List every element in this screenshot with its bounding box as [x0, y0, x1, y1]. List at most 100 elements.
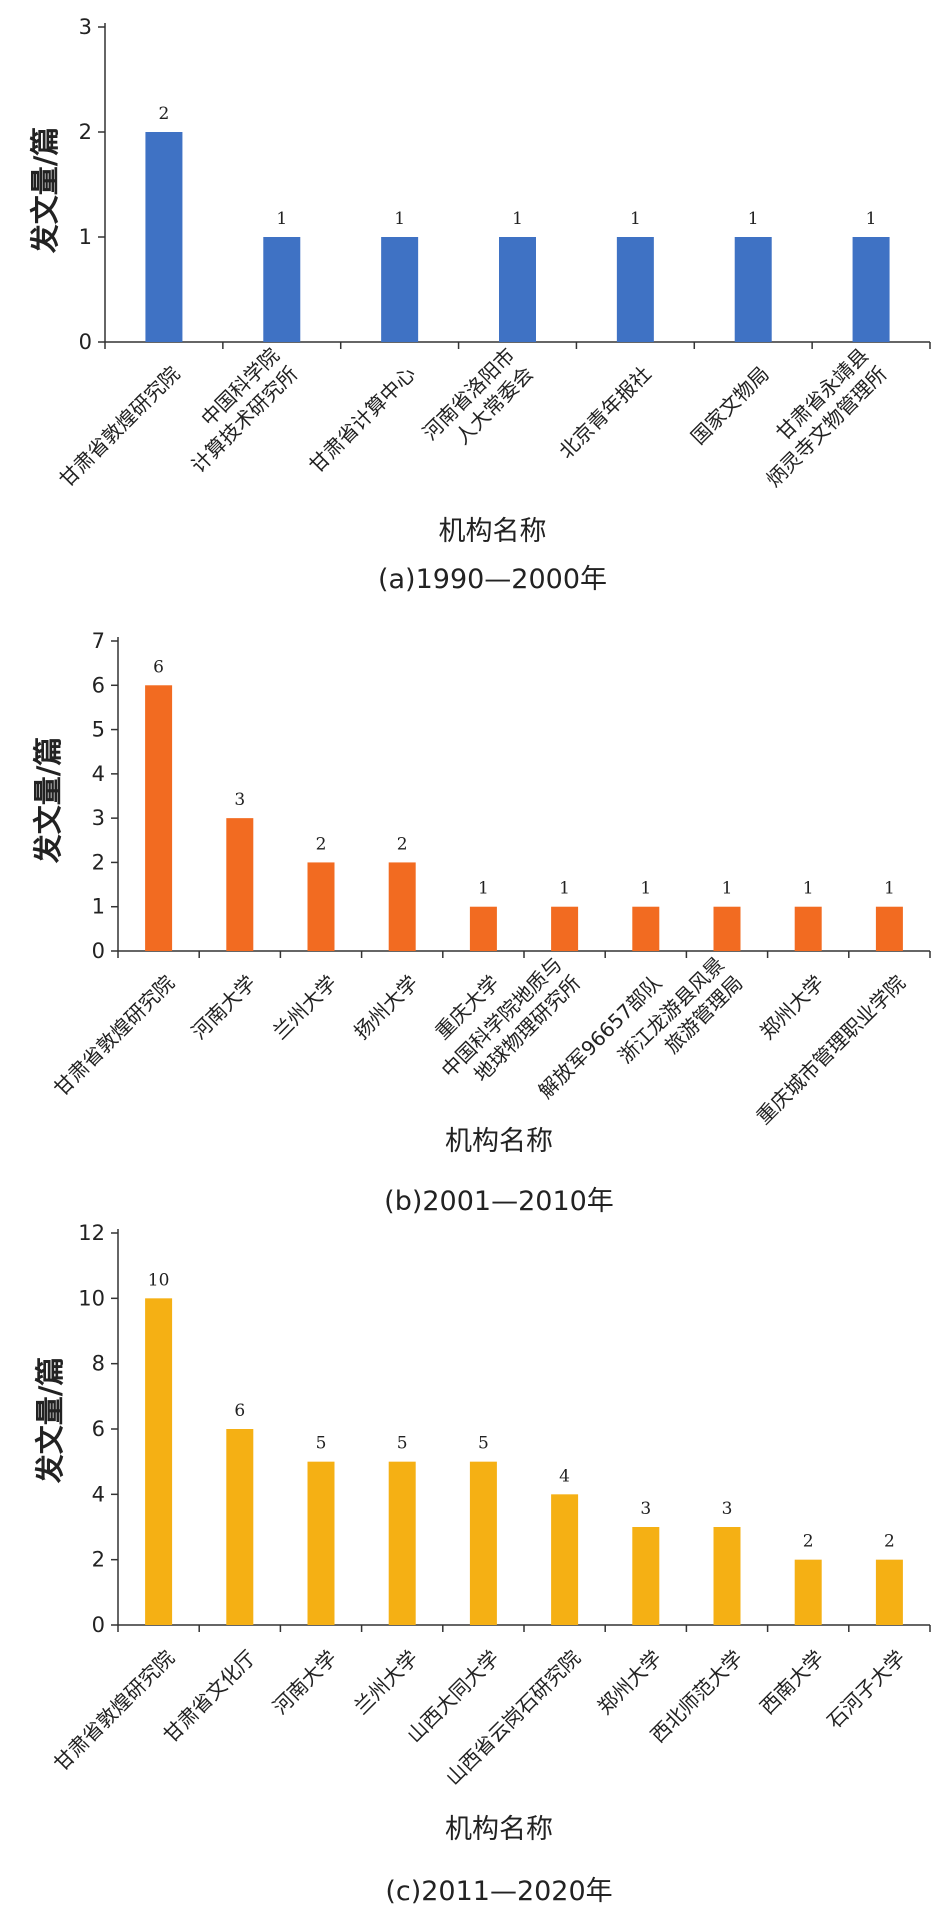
- chart2-data-label: 6: [234, 1401, 245, 1421]
- chart1-category-label: 甘肃省敦煌研究院: [49, 971, 179, 1101]
- chart2-data-label: 5: [397, 1434, 408, 1454]
- chart2-data-label: 5: [316, 1434, 327, 1454]
- chart2-y-tick-label: 10: [78, 1286, 105, 1310]
- chart2-bar: [469, 1461, 497, 1625]
- chart0-x-axis-title: 机构名称: [439, 516, 547, 547]
- chart2-caption: (c)2011—2020年: [385, 1876, 612, 1907]
- chart1-data-label: 1: [722, 879, 733, 899]
- chart0-bar: [616, 237, 654, 342]
- chart2-category-label: 兰州大学: [349, 1646, 423, 1720]
- chart2-bar: [794, 1559, 822, 1625]
- chart0-y-tick-label: 1: [79, 225, 92, 249]
- chart2-data-label: 2: [803, 1532, 814, 1552]
- chart1-caption: (b)2001—2010年: [384, 1186, 614, 1217]
- chart2-y-tick-label: 4: [92, 1482, 105, 1506]
- chart1-category-label: 河南大学: [187, 971, 261, 1045]
- chart2-category-label-line: 甘肃省敦煌研究院: [49, 1646, 179, 1776]
- chart0-bar: [381, 237, 419, 342]
- chart0-data-label: 1: [394, 209, 405, 229]
- chart0-data-label: 2: [159, 104, 170, 124]
- chart1-data-label: 1: [884, 879, 895, 899]
- chart1-y-tick-label: 5: [92, 718, 105, 742]
- chart1-category-label: 郑州大学: [755, 971, 829, 1045]
- chart0-bar: [852, 237, 890, 342]
- chart0-bar: [499, 237, 536, 342]
- chart2-x-axis-title: 机构名称: [445, 1814, 553, 1845]
- chart2-data-label: 5: [478, 1434, 489, 1454]
- chart0-category-label-line: 甘肃省计算中心: [304, 362, 420, 478]
- chart2-bar: [713, 1527, 741, 1625]
- chart2-category-label-line: 西南大学: [755, 1646, 829, 1720]
- chart2-bar: [226, 1429, 254, 1625]
- chart2-bar: [388, 1461, 416, 1625]
- chart1-category-label-line: 郑州大学: [755, 971, 829, 1045]
- chart2-category-label: 石河子大学: [822, 1646, 910, 1734]
- chart0-caption: (a)1990—2000年: [378, 564, 607, 595]
- chart0-category-label: 甘肃省敦煌研究院: [54, 362, 184, 492]
- chart1-data-label: 3: [234, 790, 245, 810]
- chart1-bar: [469, 906, 497, 951]
- chart2-category-label: 郑州大学: [593, 1646, 667, 1720]
- chart1-y-tick-label: 1: [92, 895, 105, 919]
- chart2-y-axis-title: 发文量/篇: [33, 1357, 67, 1485]
- chart1-category-label-line: 扬州大学: [349, 971, 423, 1045]
- chart0-category-label: 甘肃省计算中心: [304, 362, 420, 478]
- chart0-bar: [145, 132, 183, 342]
- chart1-y-tick-label: 4: [92, 762, 105, 786]
- chart1-category-label: 扬州大学: [349, 971, 423, 1045]
- chart0-y-tick-label: 2: [79, 120, 92, 144]
- chart2-data-label: 4: [559, 1466, 570, 1486]
- chart1-data-label: 1: [559, 879, 570, 899]
- chart1-bar: [388, 862, 416, 951]
- chart0-data-label: 1: [512, 209, 523, 229]
- chart1-y-tick-label: 0: [92, 939, 105, 963]
- chart0-category-label: 国家文物局: [686, 362, 774, 450]
- chart1-category-label-line: 甘肃省敦煌研究院: [49, 971, 179, 1101]
- chart2-category-label: 甘肃省敦煌研究院: [49, 1646, 179, 1776]
- chart2-category-label-line: 兰州大学: [349, 1646, 423, 1720]
- chart2-category-label: 山西省云岗石研究院: [441, 1646, 585, 1790]
- chart0-category-label-line: 甘肃省敦煌研究院: [54, 362, 184, 492]
- chart2-category-label: 河南大学: [268, 1646, 342, 1720]
- chart2-data-label: 2: [884, 1532, 895, 1552]
- chart2-y-tick-label: 2: [92, 1548, 105, 1572]
- chart0-bar: [263, 237, 301, 342]
- chart1-category-label: 重庆城市管理职业学院: [751, 971, 909, 1129]
- chart1-x-axis-title: 机构名称: [445, 1126, 553, 1157]
- chart2-y-tick-label: 0: [92, 1613, 105, 1637]
- chart1-category-label: 兰州大学: [268, 971, 342, 1045]
- chart1-y-tick-label: 7: [92, 629, 105, 653]
- chart1-bar: [145, 685, 173, 951]
- chart1-data-label: 1: [803, 879, 814, 899]
- chart0-category-label: 北京青年报社: [554, 362, 656, 464]
- chart2-category-label-line: 山西省云岗石研究院: [441, 1646, 585, 1790]
- chart0-category-label-line: 国家文物局: [686, 362, 774, 450]
- chart2-bar: [875, 1559, 903, 1625]
- chart2-bar: [551, 1494, 579, 1625]
- chart0-y-axis-title: 发文量/篇: [28, 127, 62, 255]
- chart1-category-label-line: 重庆城市管理职业学院: [751, 971, 909, 1129]
- chart2-y-tick-label: 6: [92, 1417, 105, 1441]
- chart1-data-label: 6: [153, 657, 164, 677]
- chart0-category-label-line: 北京青年报社: [554, 362, 656, 464]
- chart0-y-tick-label: 0: [79, 330, 92, 354]
- chart0-data-label: 1: [276, 209, 287, 229]
- chart2-bar: [307, 1461, 335, 1625]
- chart1-bar: [794, 906, 822, 951]
- chart2-category-label: 西南大学: [755, 1646, 829, 1720]
- chart2-bar: [145, 1298, 173, 1625]
- chart0-y-tick-label: 3: [79, 15, 92, 39]
- chart1-bar: [875, 906, 903, 951]
- chart1-data-label: 2: [316, 834, 327, 854]
- chart1-category-label-line: 兰州大学: [268, 971, 342, 1045]
- chart0-data-label: 1: [630, 209, 641, 229]
- chart2-y-tick-label: 12: [78, 1221, 105, 1245]
- chart2-data-label: 3: [640, 1499, 651, 1519]
- chart1-y-tick-label: 6: [92, 673, 105, 697]
- chart1-data-label: 2: [397, 834, 408, 854]
- chart2-category-label-line: 河南大学: [268, 1646, 342, 1720]
